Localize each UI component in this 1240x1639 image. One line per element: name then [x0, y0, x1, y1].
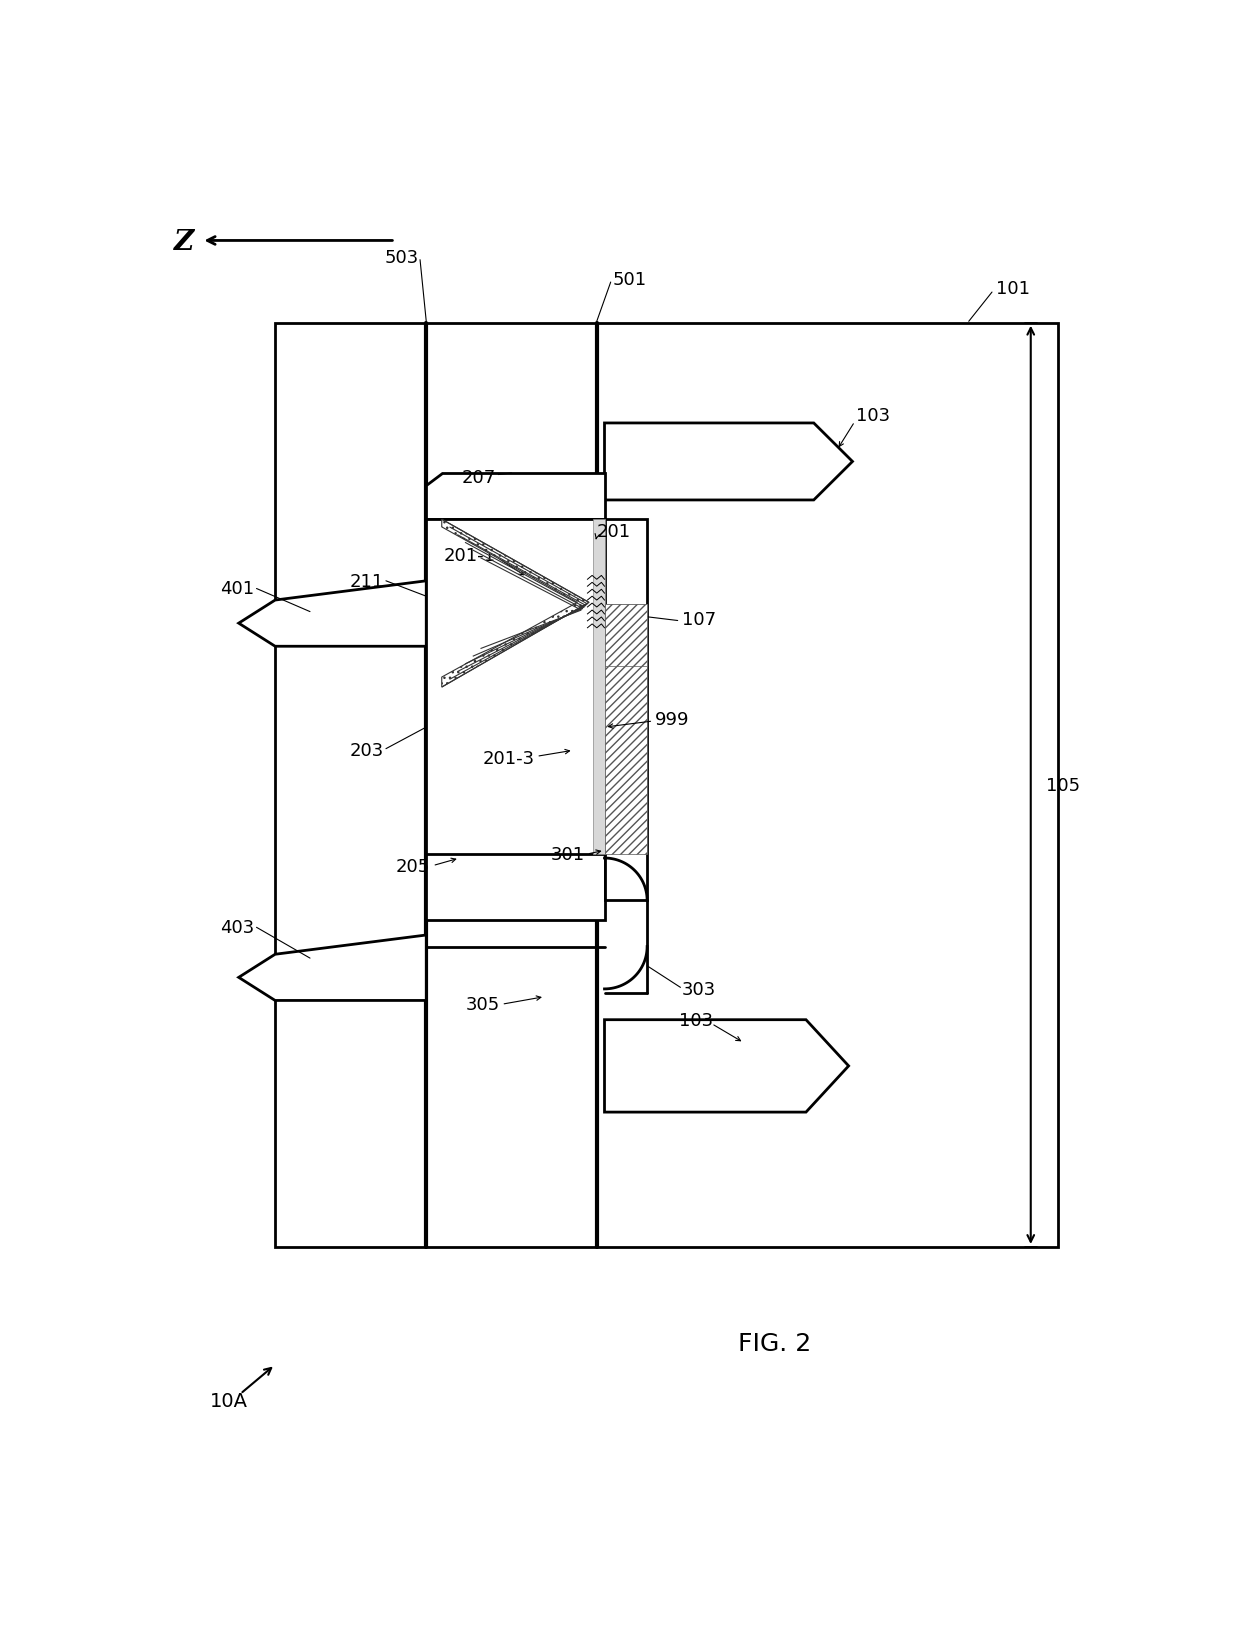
Text: 101: 101 — [996, 280, 1030, 298]
Polygon shape — [238, 936, 427, 1001]
Bar — [605, 605, 647, 665]
Polygon shape — [427, 474, 605, 520]
Bar — [593, 520, 605, 854]
Text: 303: 303 — [682, 980, 717, 998]
Text: FIG. 2: FIG. 2 — [738, 1331, 812, 1355]
Text: 305: 305 — [466, 997, 500, 1013]
Polygon shape — [605, 425, 853, 500]
Text: 201: 201 — [596, 523, 631, 541]
Text: Z: Z — [175, 229, 195, 256]
Text: 201-3: 201-3 — [482, 749, 534, 767]
Text: 999: 999 — [655, 711, 689, 729]
Text: 301: 301 — [551, 846, 585, 864]
Text: 203: 203 — [350, 742, 383, 760]
Text: 205: 205 — [396, 857, 430, 875]
Polygon shape — [238, 582, 427, 647]
Text: 207: 207 — [461, 469, 496, 487]
Text: 10A: 10A — [210, 1392, 248, 1411]
Text: 103: 103 — [678, 1011, 713, 1029]
Bar — [605, 520, 647, 901]
Text: 103: 103 — [857, 406, 890, 425]
Text: 107: 107 — [682, 611, 717, 629]
Bar — [275, 323, 1058, 1247]
Polygon shape — [605, 1019, 848, 1113]
Text: 211: 211 — [350, 572, 383, 590]
Text: 501: 501 — [613, 270, 646, 288]
Bar — [605, 605, 647, 854]
Text: 401: 401 — [219, 580, 254, 598]
Bar — [427, 520, 605, 919]
Text: 403: 403 — [219, 919, 254, 938]
Text: 201-1: 201-1 — [444, 547, 496, 565]
Text: 503: 503 — [384, 249, 419, 267]
Polygon shape — [441, 520, 589, 688]
Text: 105: 105 — [1047, 777, 1080, 795]
